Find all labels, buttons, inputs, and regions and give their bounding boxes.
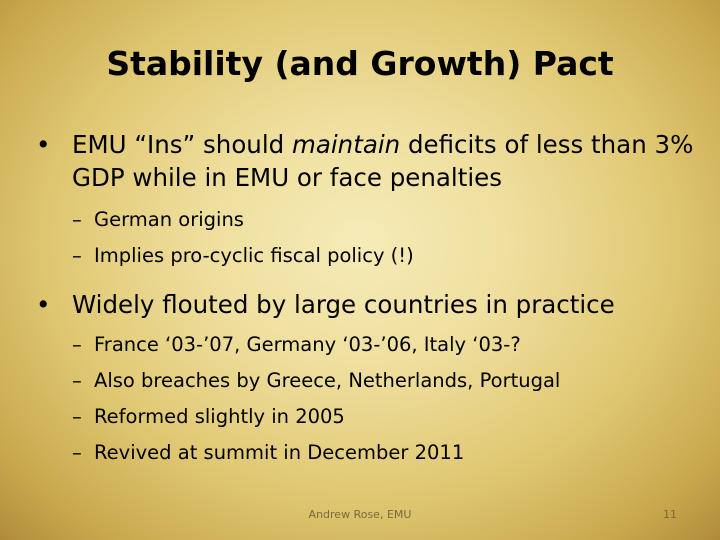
- sub-bullet-marker: –: [72, 405, 82, 428]
- sub-bullet-text: Also breaches by Greece, Netherlands, Po…: [94, 369, 561, 392]
- slide-title: Stability (and Growth) Pact: [106, 44, 614, 83]
- sub-bullet-item: – Reformed slightly in 2005: [36, 399, 696, 435]
- sub-bullet-text: Reformed slightly in 2005: [94, 405, 345, 428]
- sub-bullet-text: German origins: [94, 208, 244, 231]
- bullet-item: • EMU “Ins” should maintain deficits of l…: [36, 128, 696, 194]
- bullet-text: Widely flouted by large countries in pra…: [72, 290, 615, 319]
- sub-bullet-item: – German origins: [36, 202, 696, 238]
- bullet-emphasis: maintain: [292, 130, 401, 159]
- bullet-marker: •: [36, 130, 51, 159]
- bullet-text-end: deficits of less than 3% GDP while in EM…: [72, 130, 694, 192]
- sub-bullet-marker: –: [72, 208, 82, 231]
- sub-bullet-item: – Implies pro-cyclic fiscal policy (!): [36, 238, 696, 274]
- sub-bullet-text: France ‘03-’07, Germany ‘03-’06, Italy ‘…: [94, 333, 521, 356]
- sub-bullet-item: – Revived at summit in December 2011: [36, 435, 696, 471]
- sub-bullet-marker: –: [72, 244, 82, 267]
- page-number: 11: [663, 508, 677, 521]
- sub-bullet-marker: –: [72, 441, 82, 464]
- bullet-item: • Widely flouted by large countries in pr…: [36, 288, 696, 321]
- sub-bullet-marker: –: [72, 369, 82, 392]
- bullet-text-start: EMU “Ins” should: [72, 130, 292, 159]
- sub-bullet-marker: –: [72, 333, 82, 356]
- sub-bullet-item: – Also breaches by Greece, Netherlands, P…: [36, 363, 696, 399]
- sub-bullet-text: Revived at summit in December 2011: [94, 441, 465, 464]
- footer-source: Andrew Rose, EMU: [308, 508, 412, 521]
- bullet-marker: •: [36, 290, 51, 319]
- sub-bullet-text: Implies pro-cyclic fiscal policy (!): [94, 244, 414, 267]
- bullet-list: • EMU “Ins” should maintain deficits of l…: [36, 128, 696, 471]
- sub-bullet-item: – France ‘03-’07, Germany ‘03-’06, Italy …: [36, 327, 696, 363]
